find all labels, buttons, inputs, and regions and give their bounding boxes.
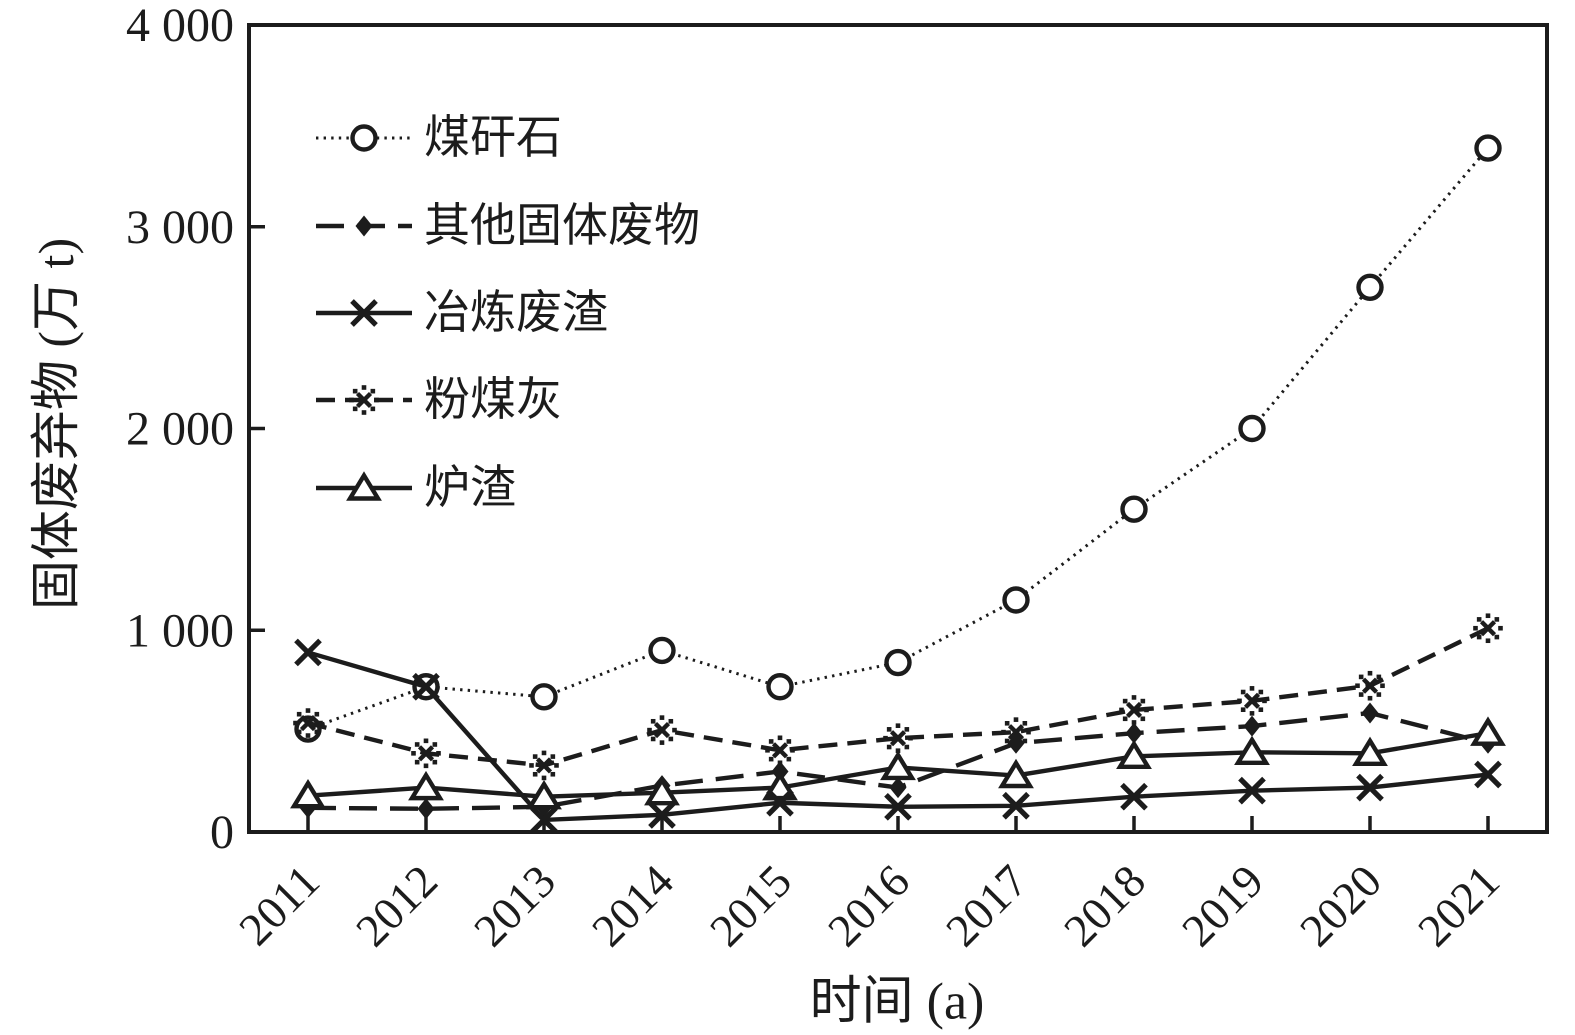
marker-dotted-star bbox=[765, 735, 795, 766]
legend-label-smelting-slag: 冶炼废渣 bbox=[424, 287, 608, 338]
series-coal-gangue bbox=[294, 134, 1502, 743]
marker-x bbox=[412, 672, 440, 701]
marker-diamond bbox=[417, 798, 435, 820]
x-tick-label: 2017 bbox=[936, 855, 1037, 956]
marker-diamond bbox=[1125, 722, 1143, 744]
marker-circle bbox=[1002, 586, 1030, 614]
x-tick-label: 2012 bbox=[346, 855, 447, 956]
marker-triangle bbox=[290, 778, 326, 809]
marker-triangle bbox=[1234, 735, 1270, 766]
marker-diamond bbox=[1007, 732, 1025, 754]
x-tick-label: 2018 bbox=[1054, 855, 1155, 956]
series-fly-ash bbox=[293, 613, 1503, 781]
marker-dotted-star bbox=[1237, 686, 1267, 716]
marker-triangle bbox=[408, 770, 444, 801]
x-tick-label: 2019 bbox=[1172, 855, 1273, 956]
marker-dotted-star bbox=[349, 385, 379, 415]
marker-dotted-star bbox=[883, 723, 913, 753]
marker-dotted-star bbox=[529, 750, 559, 781]
marker-dotted-star bbox=[1355, 670, 1385, 701]
marker-circle bbox=[1120, 495, 1148, 523]
x-axis: 2011 2012 2013 2014 2015 2016 2017 2018 2019 2020… bbox=[229, 816, 1509, 956]
marker-x bbox=[648, 801, 676, 829]
marker-circle bbox=[1356, 273, 1384, 301]
legend-label-fly-ash: 粉煤灰 bbox=[424, 374, 562, 425]
marker-triangle bbox=[1470, 716, 1506, 746]
marker-x bbox=[1356, 773, 1384, 802]
marker-triangle bbox=[998, 758, 1034, 789]
marker-x bbox=[530, 806, 558, 834]
series-furnace-slag bbox=[290, 716, 1506, 810]
marker-triangle bbox=[526, 779, 562, 810]
marker-circle bbox=[530, 683, 558, 711]
marker-diamond bbox=[355, 215, 373, 237]
legend-label-furnace-slag: 炉渣 bbox=[424, 462, 516, 513]
marker-circle bbox=[884, 648, 912, 677]
y-axis: 0 1 000 2 000 3 000 4 000 bbox=[126, 0, 265, 859]
marker-diamond bbox=[889, 777, 907, 799]
marker-x bbox=[1474, 760, 1502, 789]
marker-dotted-star bbox=[1473, 613, 1503, 644]
legend-label-other-solid-waste: 其他固体废物 bbox=[424, 200, 700, 251]
marker-x bbox=[1238, 776, 1266, 805]
y-tick-label: 4 000 bbox=[126, 0, 234, 52]
marker-triangle bbox=[644, 775, 680, 806]
marker-diamond bbox=[1361, 702, 1379, 724]
marker-x bbox=[350, 299, 378, 327]
marker-triangle bbox=[1116, 739, 1152, 770]
marker-dotted-star bbox=[647, 715, 677, 745]
marker-dotted-star bbox=[293, 708, 323, 738]
y-tick-label: 2 000 bbox=[126, 403, 234, 456]
x-tick-label: 2011 bbox=[229, 855, 329, 955]
series-line-fly-ash bbox=[307, 626, 1489, 768]
marker-circle bbox=[1474, 134, 1502, 162]
marker-circle bbox=[766, 673, 794, 701]
x-tick-label: 2016 bbox=[818, 855, 919, 956]
marker-x bbox=[766, 788, 794, 817]
x-axis-title: 时间 (a) bbox=[809, 973, 985, 1031]
x-tick-label: 2015 bbox=[700, 855, 801, 956]
marker-triangle bbox=[880, 750, 916, 781]
marker-triangle bbox=[346, 471, 382, 501]
marker-dotted-star bbox=[1119, 695, 1149, 725]
x-tick-label: 2014 bbox=[582, 855, 683, 956]
x-tick-label: 2013 bbox=[464, 855, 565, 956]
series-smelting-slag bbox=[294, 638, 1502, 834]
marker-x bbox=[1002, 791, 1030, 820]
marker-x bbox=[884, 792, 912, 821]
marker-circle bbox=[648, 636, 676, 665]
y-axis-title: 固体废弃物 (万 t) bbox=[28, 237, 84, 611]
legend bbox=[316, 124, 412, 501]
marker-triangle bbox=[1352, 736, 1388, 767]
marker-diamond bbox=[1243, 715, 1261, 737]
x-tick-label: 2021 bbox=[1408, 855, 1509, 956]
marker-x bbox=[1120, 782, 1148, 811]
marker-circle bbox=[1238, 414, 1266, 443]
marker-dotted-star bbox=[411, 738, 441, 769]
legend-label-coal-gangue: 煤矸石 bbox=[424, 112, 562, 163]
y-tick-label: 1 000 bbox=[126, 604, 234, 657]
y-tick-label: 0 bbox=[210, 806, 234, 859]
marker-x bbox=[294, 638, 322, 667]
y-tick-label: 3 000 bbox=[126, 201, 234, 254]
axes-box bbox=[247, 23, 1549, 834]
marker-circle bbox=[350, 124, 378, 152]
x-tick-label: 2020 bbox=[1290, 855, 1391, 956]
